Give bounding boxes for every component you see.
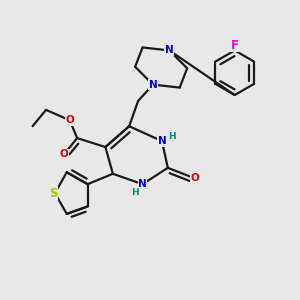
Text: O: O xyxy=(190,173,199,183)
Text: H: H xyxy=(169,132,176,141)
Text: O: O xyxy=(59,149,68,160)
Text: F: F xyxy=(231,39,239,52)
Text: S: S xyxy=(49,187,58,200)
Text: N: N xyxy=(138,179,147,189)
Text: H: H xyxy=(131,188,139,197)
Text: N: N xyxy=(165,45,174,56)
Text: O: O xyxy=(65,115,74,125)
Text: N: N xyxy=(148,80,157,90)
Text: N: N xyxy=(158,136,166,146)
